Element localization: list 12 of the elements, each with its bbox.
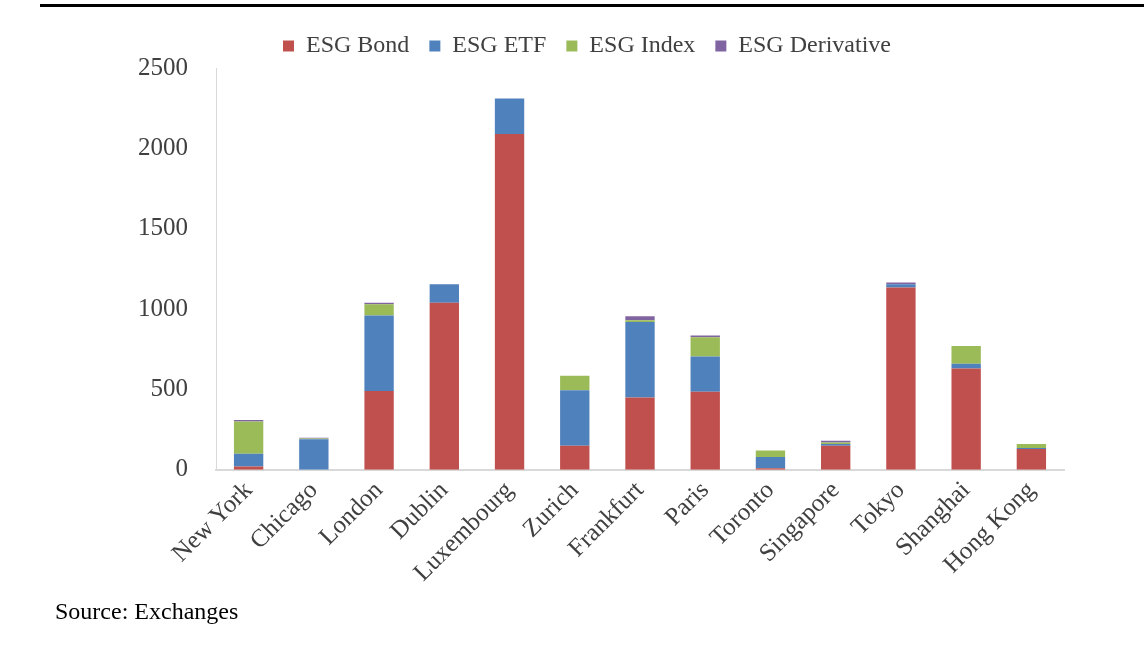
legend-label: ESG Bond [306,31,410,58]
legend-label: ESG Index [589,31,696,58]
y-tick-label: 1500 [138,213,188,241]
y-tick-label: 0 [175,454,188,482]
x-tick-label: Paris [658,475,714,530]
legend-label: ESG ETF [452,31,547,58]
y-tick-label: 1000 [138,293,188,321]
source-note: Source: Exchanges [55,598,239,625]
y-tick-label: 2500 [138,52,188,80]
y-tick-label: 2000 [138,132,188,160]
y-tick-label: 500 [150,374,188,401]
legend-label: ESG Derivative [738,31,891,58]
